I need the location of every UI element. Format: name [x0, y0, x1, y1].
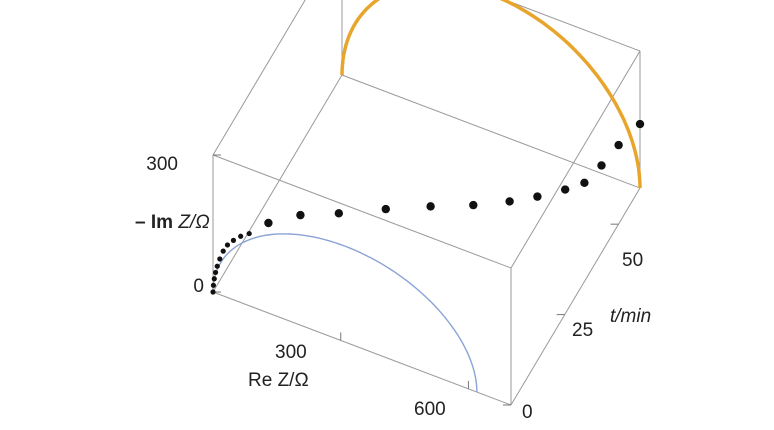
data-point — [224, 242, 231, 248]
data-point — [210, 289, 216, 295]
data-point — [381, 204, 390, 214]
data-point — [217, 256, 223, 262]
data-point — [635, 119, 645, 129]
data-point — [211, 276, 217, 282]
data-point — [296, 210, 305, 220]
data-point — [246, 230, 252, 237]
box-edge — [212, 154, 512, 269]
z-axis-label-rest: Z/Ω — [173, 212, 210, 233]
z-tick-label: 300 — [146, 154, 178, 175]
box-edge — [212, 74, 343, 293]
data-point — [334, 209, 344, 218]
data-point — [505, 197, 514, 206]
data-point — [597, 161, 606, 170]
data-point — [230, 237, 237, 243]
z-tick-label: 0 — [193, 276, 204, 297]
t-tick-label: 25 — [572, 320, 593, 341]
bounding-box — [212, 0, 641, 406]
box-edge — [212, 0, 306, 156]
z-axis-label-bold: Im — [151, 212, 173, 233]
box-edge — [341, 74, 641, 189]
x-tick-label: 300 — [275, 342, 307, 363]
x-axis-label: Re Z/Ω — [248, 370, 309, 391]
impedance-arc — [212, 233, 478, 393]
t-tick-label: 0 — [522, 402, 533, 423]
curve-layer — [212, 0, 642, 393]
box-edge — [212, 291, 512, 406]
data-point — [238, 233, 244, 239]
data-points — [210, 119, 645, 295]
data-point — [220, 248, 226, 254]
z-axis-label: – Im Z/Ω — [135, 212, 210, 233]
box-edge — [510, 187, 641, 406]
data-point — [560, 185, 570, 194]
box-edge — [504, 0, 641, 52]
x-tick-label: 600 — [414, 399, 446, 420]
impedance-arc — [340, 0, 642, 189]
data-point — [580, 178, 589, 187]
data-point — [533, 192, 542, 201]
box-edge — [510, 50, 641, 269]
t-axis-label: t/min — [610, 306, 651, 327]
t-tick-label: 50 — [622, 250, 643, 271]
data-point — [264, 218, 273, 228]
data-point — [614, 140, 623, 150]
data-point — [469, 200, 478, 210]
data-point — [210, 282, 217, 288]
data-point — [212, 269, 219, 276]
z-axis-label-prefix: – — [135, 212, 151, 233]
data-point — [214, 263, 220, 269]
data-point — [426, 202, 435, 211]
